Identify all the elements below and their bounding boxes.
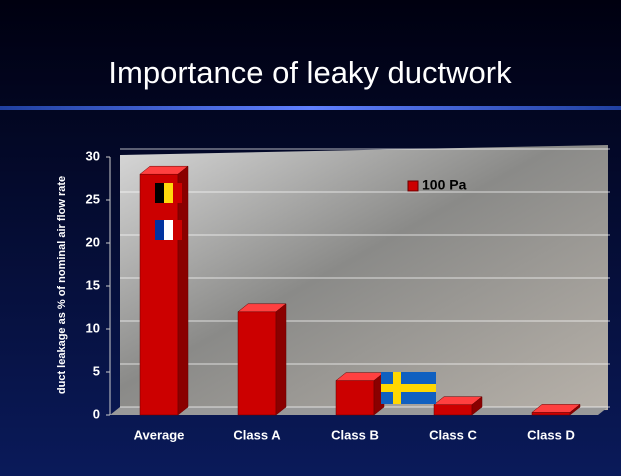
x-tick-label: Class A <box>233 427 281 442</box>
flag-france <box>155 220 182 240</box>
y-axis-label: duct leakage as % of nominal air flow ra… <box>56 176 68 394</box>
bar-side <box>276 304 286 415</box>
y-tick-label: 25 <box>86 191 100 206</box>
y-tick-label: 15 <box>86 277 100 292</box>
page: Importance of leaky ductwork duct leakag… <box>0 0 621 476</box>
bar <box>238 312 276 415</box>
x-tick-label: Average <box>134 427 185 442</box>
x-tick-label: Class B <box>331 427 379 442</box>
bar-side <box>178 166 188 415</box>
bar <box>140 174 178 415</box>
chart: Importance of leaky ductwork duct leakag… <box>0 0 621 476</box>
y-tick-label: 20 <box>86 234 100 249</box>
legend-swatch <box>408 181 418 191</box>
legend-label: 100 Pa <box>422 177 467 193</box>
title-rule <box>0 106 621 110</box>
bar <box>434 405 472 415</box>
y-tick-label: 10 <box>86 320 100 335</box>
x-tick-label: Class C <box>429 427 477 442</box>
x-tick-label: Class D <box>527 427 575 442</box>
chart-title: Importance of leaky ductwork <box>108 55 512 90</box>
y-tick-label: 5 <box>93 363 100 378</box>
y-tick-label: 0 <box>93 406 100 421</box>
flag-belgium <box>155 183 182 203</box>
y-tick-label: 30 <box>86 148 100 163</box>
flag-sweden <box>381 372 436 404</box>
bar <box>336 381 374 415</box>
bar <box>532 412 570 415</box>
